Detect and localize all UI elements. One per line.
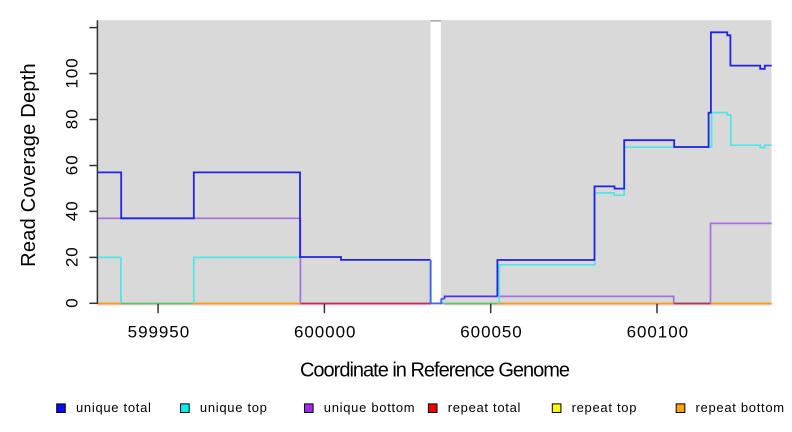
- svg-text:60: 60: [63, 154, 82, 175]
- svg-text:80: 80: [63, 108, 82, 129]
- svg-text:unique bottom: unique bottom: [324, 400, 416, 415]
- svg-text:599950: 599950: [128, 323, 190, 342]
- svg-text:Coordinate in Reference Genome: Coordinate in Reference Genome: [300, 360, 570, 382]
- svg-text:600000: 600000: [294, 323, 356, 342]
- svg-text:100: 100: [63, 57, 82, 88]
- svg-text:unique top: unique top: [200, 400, 268, 415]
- svg-text:repeat total: repeat total: [448, 400, 521, 415]
- svg-text:600050: 600050: [460, 323, 522, 342]
- svg-text:0: 0: [63, 297, 82, 307]
- svg-text:20: 20: [63, 246, 82, 267]
- svg-text:unique total: unique total: [76, 400, 152, 415]
- svg-text:repeat bottom: repeat bottom: [696, 400, 785, 415]
- svg-text:40: 40: [63, 200, 82, 221]
- svg-text:repeat top: repeat top: [572, 400, 638, 415]
- svg-text:Read Coverage Depth: Read Coverage Depth: [18, 63, 40, 267]
- svg-text:600100: 600100: [627, 323, 689, 342]
